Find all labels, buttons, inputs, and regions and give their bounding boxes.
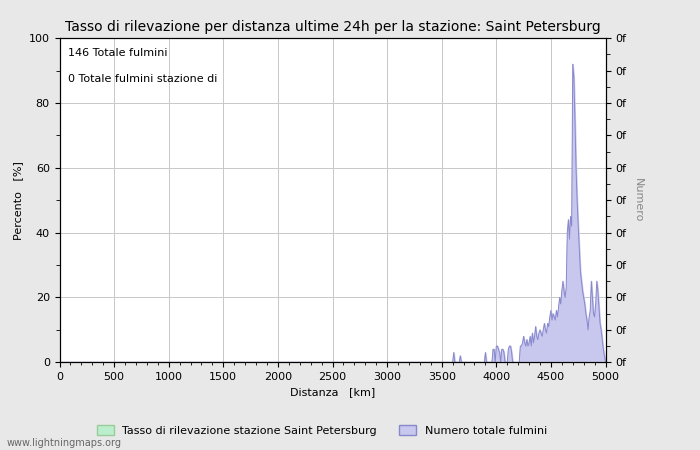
Text: 0 Totale fulmini stazione di: 0 Totale fulmini stazione di — [68, 74, 217, 84]
Text: www.lightningmaps.org: www.lightningmaps.org — [7, 438, 122, 448]
Text: 146 Totale fulmini: 146 Totale fulmini — [68, 48, 167, 58]
X-axis label: Distanza   [km]: Distanza [km] — [290, 387, 375, 397]
Y-axis label: Percento   [%]: Percento [%] — [13, 161, 23, 240]
Title: Tasso di rilevazione per distanza ultime 24h per la stazione: Saint Petersburg: Tasso di rilevazione per distanza ultime… — [64, 20, 601, 34]
Legend: Tasso di rilevazione stazione Saint Petersburg, Numero totale fulmini: Tasso di rilevazione stazione Saint Pete… — [92, 420, 552, 440]
Y-axis label: Numero: Numero — [633, 178, 643, 222]
